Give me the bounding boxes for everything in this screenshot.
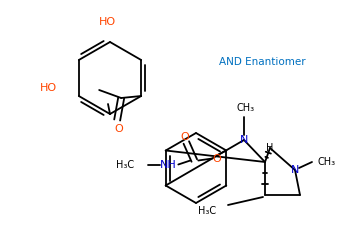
Text: AND Enantiomer: AND Enantiomer (219, 57, 305, 67)
Text: O: O (212, 154, 221, 164)
Text: H: H (266, 143, 274, 153)
Text: H₃C: H₃C (116, 159, 134, 169)
Text: H₃C: H₃C (198, 206, 216, 216)
Text: CH₃: CH₃ (318, 157, 336, 167)
Text: O: O (180, 132, 189, 141)
Text: N: N (240, 135, 248, 145)
Text: HO: HO (40, 83, 57, 93)
Text: NH: NH (160, 159, 177, 169)
Text: CH₃: CH₃ (237, 103, 255, 113)
Text: N: N (291, 165, 299, 175)
Text: O: O (115, 124, 123, 134)
Text: HO: HO (98, 17, 116, 27)
